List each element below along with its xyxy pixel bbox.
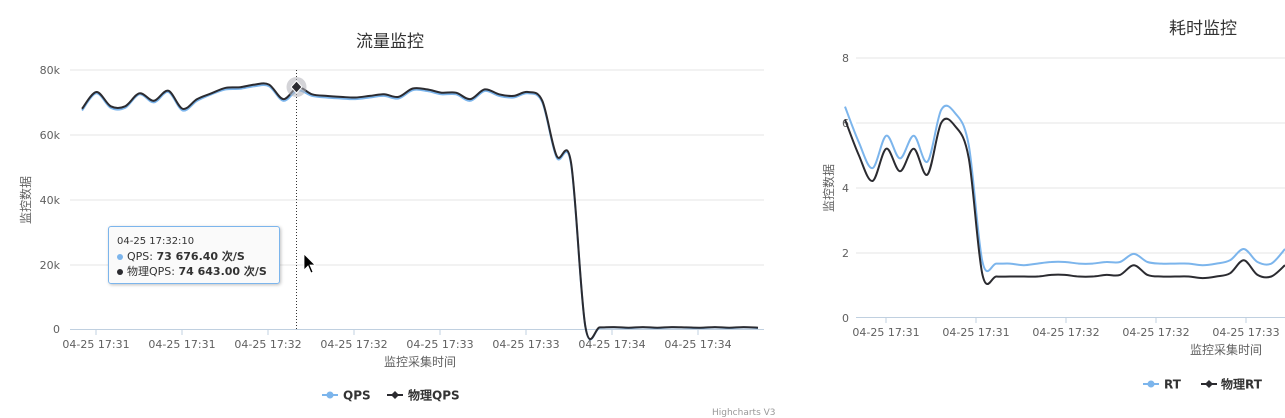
traffic-x-axis-title: 监控采集时间 bbox=[384, 354, 456, 369]
latency-x-ticks: 04-25 17:31 04-25 17:31 04-25 17:32 04-2… bbox=[852, 317, 1279, 339]
traffic-chart: 流量监控 80k 60k 40k 20k 0 监控数据 监控采集时间 04-25… bbox=[18, 32, 764, 403]
traffic-x-tick-8: 04-25 17:34 bbox=[664, 338, 731, 351]
latency-x-tick-2: 04-25 17:31 bbox=[942, 326, 1009, 339]
legend-qps-marker-icon bbox=[327, 392, 334, 399]
latency-y-tick-4: 4 bbox=[842, 182, 849, 195]
traffic-x-tick-7: 04-25 17:34 bbox=[578, 338, 645, 351]
legend-item-qps[interactable]: QPS bbox=[322, 389, 371, 403]
traffic-chart-title: 流量监控 bbox=[356, 32, 424, 52]
latency-y-tick-0: 0 bbox=[842, 312, 849, 325]
latency-x-tick-3: 04-25 17:32 bbox=[1032, 326, 1099, 339]
latency-y-tick-2: 2 bbox=[842, 247, 849, 260]
traffic-x-tick-3: 04-25 17:32 bbox=[234, 338, 301, 351]
chart-credit: Highcharts V3 bbox=[712, 408, 776, 418]
latency-legend: RT 物理RT bbox=[1143, 377, 1263, 392]
legend-item-rt[interactable]: RT bbox=[1143, 378, 1182, 392]
latency-chart: 耗时监控 8 6 4 2 0 监控数据 监控采集时间 04-25 17:31 0… bbox=[821, 19, 1285, 392]
latency-chart-title: 耗时监控 bbox=[1169, 19, 1237, 39]
traffic-y-tick-40k: 40k bbox=[40, 194, 61, 207]
latency-series-line-physical bbox=[845, 119, 1285, 284]
traffic-y-tick-0: 0 bbox=[53, 323, 60, 336]
traffic-x-tick-6: 04-25 17:33 bbox=[492, 338, 559, 351]
legend-rt-marker-icon bbox=[1148, 381, 1155, 388]
tooltip-qps-row: QPS: 73 676.40 次/S bbox=[117, 249, 271, 264]
legend-physical-qps-label: 物理QPS bbox=[408, 388, 460, 403]
legend-item-physical-rt[interactable]: 物理RT bbox=[1201, 377, 1263, 392]
traffic-y-tick-60k: 60k bbox=[40, 129, 61, 142]
tooltip-qps-dot-icon bbox=[117, 254, 123, 260]
tooltip-qps-label: QPS: bbox=[127, 250, 156, 263]
tooltip-time: 04-25 17:32:10 bbox=[117, 234, 271, 249]
legend-physical-qps-marker-icon bbox=[391, 391, 399, 399]
latency-x-tick-4: 04-25 17:32 bbox=[1122, 326, 1189, 339]
legend-qps-label: QPS bbox=[343, 389, 371, 403]
latency-x-tick-5: 04-25 17:33 bbox=[1212, 326, 1279, 339]
legend-item-physical-qps[interactable]: 物理QPS bbox=[387, 388, 460, 403]
traffic-hover-marker bbox=[287, 77, 307, 97]
traffic-series-line-physical bbox=[82, 83, 758, 339]
legend-rt-label: RT bbox=[1164, 378, 1182, 392]
traffic-tooltip: 04-25 17:32:10 QPS: 73 676.40 次/S 物理QPS:… bbox=[108, 226, 280, 284]
traffic-legend: QPS 物理QPS bbox=[322, 388, 460, 403]
traffic-x-tick-2: 04-25 17:31 bbox=[148, 338, 215, 351]
traffic-x-tick-4: 04-25 17:32 bbox=[320, 338, 387, 351]
tooltip-physical-qps-value: 74 643.00 次/S bbox=[178, 265, 266, 278]
tooltip-physical-qps-row: 物理QPS: 74 643.00 次/S bbox=[117, 264, 271, 279]
latency-y-tick-8: 8 bbox=[842, 52, 849, 65]
traffic-x-ticks: 04-25 17:31 04-25 17:31 04-25 17:32 04-2… bbox=[62, 329, 731, 351]
tooltip-physical-qps-dot-icon bbox=[117, 269, 123, 275]
legend-physical-rt-marker-icon bbox=[1205, 380, 1213, 388]
traffic-series-line-primary bbox=[82, 85, 758, 339]
traffic-y-tick-80k: 80k bbox=[40, 64, 61, 77]
latency-series-group bbox=[845, 106, 1285, 284]
latency-y-axis-title: 监控数据 bbox=[821, 164, 836, 212]
latency-x-tick-1: 04-25 17:31 bbox=[852, 326, 919, 339]
traffic-x-tick-1: 04-25 17:31 bbox=[62, 338, 129, 351]
mouse-cursor-icon bbox=[304, 254, 315, 273]
tooltip-physical-qps-label: 物理QPS: bbox=[127, 265, 178, 278]
tooltip-qps-value: 73 676.40 次/S bbox=[156, 250, 244, 263]
traffic-y-tick-20k: 20k bbox=[40, 259, 61, 272]
traffic-series-group bbox=[82, 83, 758, 339]
traffic-x-tick-5: 04-25 17:33 bbox=[406, 338, 473, 351]
traffic-y-axis-title: 监控数据 bbox=[18, 176, 33, 224]
legend-physical-rt-label: 物理RT bbox=[1221, 377, 1263, 392]
latency-x-axis-title: 监控采集时间 bbox=[1190, 342, 1262, 357]
